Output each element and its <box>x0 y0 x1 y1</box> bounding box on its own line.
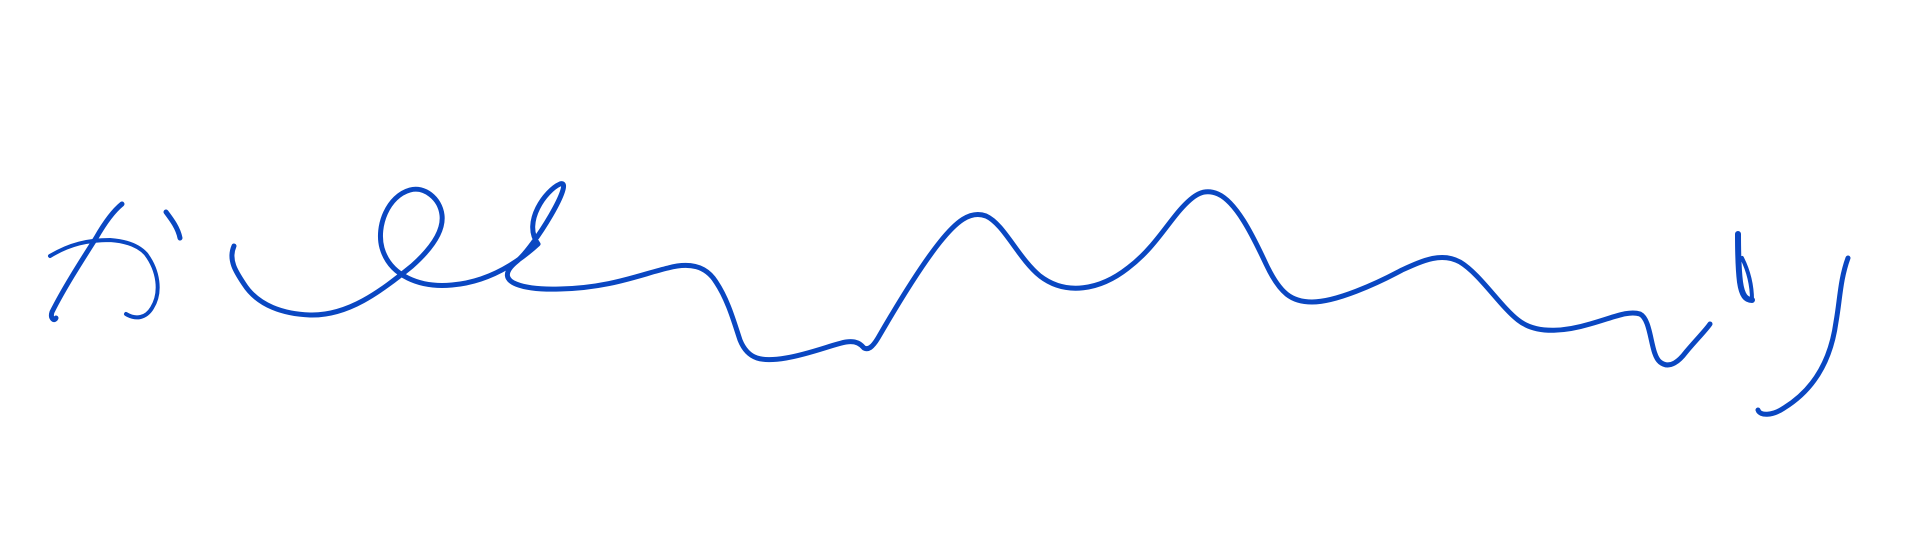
ink-strokes <box>48 181 1851 417</box>
stroke-ri-right <box>1755 255 1851 417</box>
stroke-main-cursive <box>229 181 1713 368</box>
stroke-ka-dot <box>163 209 183 241</box>
stroke-ri-left-thick <box>1740 256 1754 302</box>
stroke-ri-left <box>1735 231 1755 303</box>
stroke-ka-horizontal <box>48 238 160 320</box>
stroke-ka-diagonal <box>49 201 125 323</box>
